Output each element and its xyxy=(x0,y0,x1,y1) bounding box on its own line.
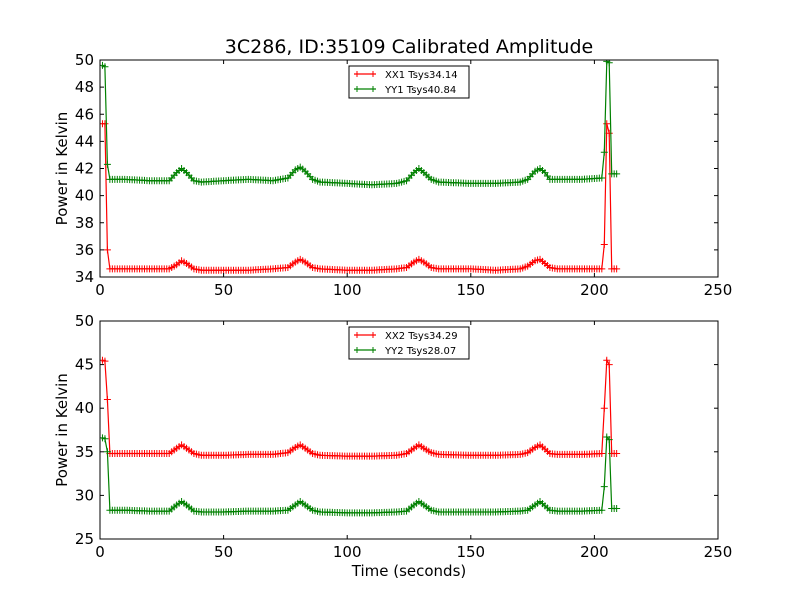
y-tick-label: 50 xyxy=(75,51,94,69)
data-point xyxy=(613,265,621,273)
data-point xyxy=(101,63,109,71)
legend-label: YY2 Tsys28.07 xyxy=(384,346,456,357)
data-point xyxy=(605,361,613,369)
legend-marker xyxy=(370,86,376,92)
plot-area xyxy=(100,60,621,274)
data-point xyxy=(103,448,111,456)
legend-marker xyxy=(370,332,376,338)
y-tick-label: 40 xyxy=(75,187,94,205)
series-1 xyxy=(100,356,621,460)
y-axis-label: Power in Kelvin xyxy=(53,112,71,226)
data-point xyxy=(600,148,608,156)
data-point xyxy=(603,120,611,128)
y-tick-label: 30 xyxy=(75,486,94,504)
legend-label: XX1 Tsys34.14 xyxy=(385,70,458,81)
data-point xyxy=(103,395,111,403)
x-tick-label: 250 xyxy=(704,543,733,561)
series-line xyxy=(102,358,617,457)
chart-panel-1: 0 50 100 150 200 250 34 36 38 40 42 44 46 48 50 3C286, … xyxy=(53,36,732,299)
y-tick-label: 50 xyxy=(75,312,94,330)
y-tick-label: 40 xyxy=(75,399,94,417)
plot-area xyxy=(100,356,621,517)
x-tick-label: 50 xyxy=(214,281,233,299)
y-tick-label: 38 xyxy=(75,214,94,232)
data-point xyxy=(103,160,111,168)
y-tick-label: 25 xyxy=(75,530,94,548)
data-point xyxy=(101,120,109,128)
x-tick-label: 100 xyxy=(333,543,362,561)
legend-box xyxy=(348,326,470,360)
x-tick-label: 200 xyxy=(580,543,609,561)
y-tick-label: 46 xyxy=(75,105,94,123)
x-tick-label: 200 xyxy=(580,281,609,299)
legend-marker xyxy=(354,332,360,338)
axes-frame xyxy=(99,320,719,540)
x-axis-label: Time (seconds) xyxy=(351,562,467,580)
legend-marker xyxy=(354,71,360,77)
data-point xyxy=(600,240,608,248)
x-tick-label: 0 xyxy=(95,281,105,299)
data-point xyxy=(598,450,606,458)
data-point xyxy=(613,504,621,512)
y-tick-label: 48 xyxy=(75,78,94,96)
data-point xyxy=(613,170,621,178)
series-2 xyxy=(100,433,621,517)
data-point xyxy=(605,436,613,444)
data-point xyxy=(603,356,611,364)
data-point xyxy=(613,450,621,458)
y-tick-label: 44 xyxy=(75,132,94,150)
x-tick-label: 0 xyxy=(95,543,105,561)
legend-marker xyxy=(370,347,376,353)
y-tick-label: 36 xyxy=(75,241,94,259)
series-2 xyxy=(100,60,621,189)
x-tick-label: 100 xyxy=(333,281,362,299)
data-point xyxy=(598,506,606,514)
y-tick-label: 35 xyxy=(75,443,94,461)
legend-label: XX2 Tsys34.29 xyxy=(385,331,458,342)
data-point xyxy=(101,357,109,365)
data-point xyxy=(600,404,608,412)
series-line xyxy=(102,123,617,271)
y-tick-label: 42 xyxy=(75,160,94,178)
legend-marker xyxy=(354,86,360,92)
data-point xyxy=(101,435,109,443)
data-point xyxy=(103,246,111,254)
x-tick-label: 50 xyxy=(214,543,233,561)
x-tick-label: 250 xyxy=(704,281,733,299)
chart-panel-2: 0 50 100 150 200 250 25 30 35 40 45 50 Power in Kelv… xyxy=(53,312,732,580)
legend-label: YY1 Tsys40.84 xyxy=(384,85,456,96)
y-tick-label: 45 xyxy=(75,356,94,374)
series-1 xyxy=(100,120,621,274)
legend-marker xyxy=(354,347,360,353)
data-point xyxy=(598,174,606,182)
legend-marker xyxy=(370,71,376,77)
legend: XX2 Tsys34.29 YY2 Tsys28.07 xyxy=(348,326,470,360)
x-tick-label: 150 xyxy=(456,281,485,299)
data-point xyxy=(600,483,608,491)
data-point xyxy=(605,129,613,137)
data-point xyxy=(598,265,606,273)
y-tick-label: 34 xyxy=(75,268,94,286)
legend-box xyxy=(348,65,470,99)
legend: XX1 Tsys34.14 YY1 Tsys40.84 xyxy=(348,65,470,99)
x-tick-label: 150 xyxy=(456,543,485,561)
y-axis-label: Power in Kelvin xyxy=(53,373,71,487)
chart-title: 3C286, ID:35109 Calibrated Amplitude xyxy=(225,36,593,58)
